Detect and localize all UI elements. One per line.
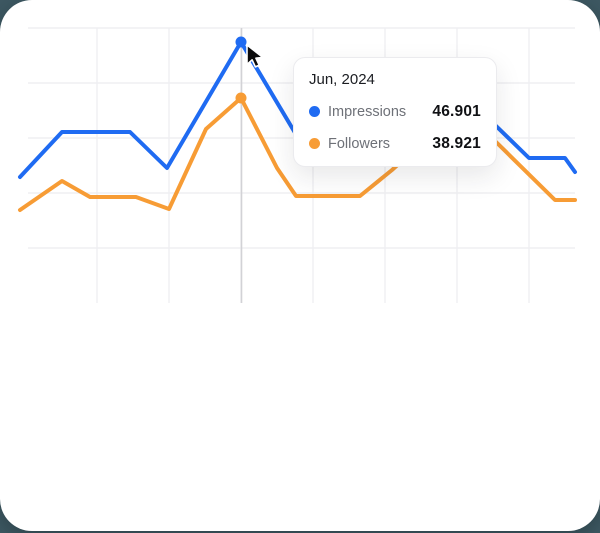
impressions-series-dot-icon: [309, 106, 320, 117]
followers-hover-dot[interactable]: [235, 92, 247, 104]
followers-label: Followers: [328, 135, 391, 152]
mouse-pointer-icon: [246, 44, 264, 68]
tooltip-date-label: Jun, 2024: [309, 71, 375, 88]
tooltip-row-impressions: Impressions 46.901: [309, 101, 481, 122]
impressions-hover-dot[interactable]: [235, 36, 247, 48]
impressions-label: Impressions: [328, 103, 407, 120]
tooltip-row-followers: Followers 38.921: [309, 133, 481, 154]
chart-tooltip: Jun, 2024 Impressions 46.901 Followers 3…: [293, 57, 497, 167]
followers-series-dot-icon: [309, 138, 320, 149]
followers-value: 38.921: [432, 134, 481, 152]
impressions-value: 46.901: [432, 102, 481, 120]
